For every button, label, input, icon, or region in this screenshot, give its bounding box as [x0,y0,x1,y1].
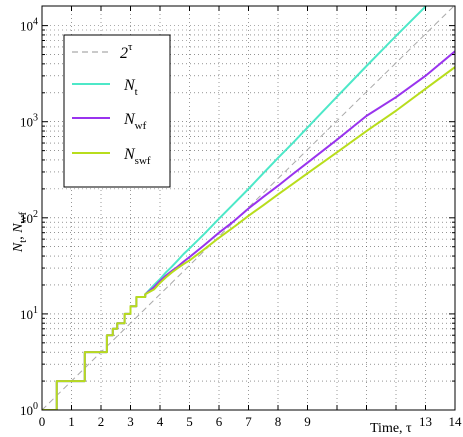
x-tick-label: 7 [245,414,252,429]
y-tick-labels: 100 101 102 103 104 [20,17,38,418]
legend-label-2tau: 2τ [120,41,133,62]
x-tick-label: 5 [186,414,193,429]
y-tick-label: 100 [20,401,38,418]
y-axis-label-main-1: N [11,242,26,253]
x-tick-label: 14 [449,414,463,429]
x-tick-label: 13 [419,414,432,429]
x-tick-labels: 0 1 2 3 4 5 6 7 8 9 13 14 [39,414,462,429]
x-tick-label: 9 [304,414,311,429]
x-tick-label: 6 [216,414,223,429]
y-axis-label-main-2: N [11,223,26,234]
x-tick-label: 4 [157,414,164,429]
y-tick-label: 103 [20,113,38,130]
legend-box [63,34,171,188]
x-tick-label: 1 [68,414,75,429]
ticks [42,6,455,411]
x-tick-label: 8 [275,414,282,429]
x-tick-label: 0 [39,414,46,429]
y-tick-label: 101 [20,305,38,322]
series-layer [42,6,455,410]
legend-label-nswf: Nswf [123,146,151,167]
series-line-nswf [42,66,455,410]
y-axis-label: Nt, Nwf [11,211,29,253]
y-axis-label-sep: , [11,233,26,240]
y-tick-label: 104 [20,17,38,34]
series-line-2 [42,6,455,410]
y-tick-label: 102 [20,209,38,226]
y-axis-label-sub-2: wf [17,211,29,223]
x-axis-label: Time, τ [370,421,412,436]
legend-label-nwf: Nwf [123,111,147,132]
x-tick-label: 2 [98,414,105,429]
legend-label-nt: Nt [123,77,138,98]
x-tick-label: 3 [127,414,134,429]
y-axis-label-sub-1: t [17,240,29,243]
legend: 2τ Nt Nwf Nswf [63,34,171,188]
